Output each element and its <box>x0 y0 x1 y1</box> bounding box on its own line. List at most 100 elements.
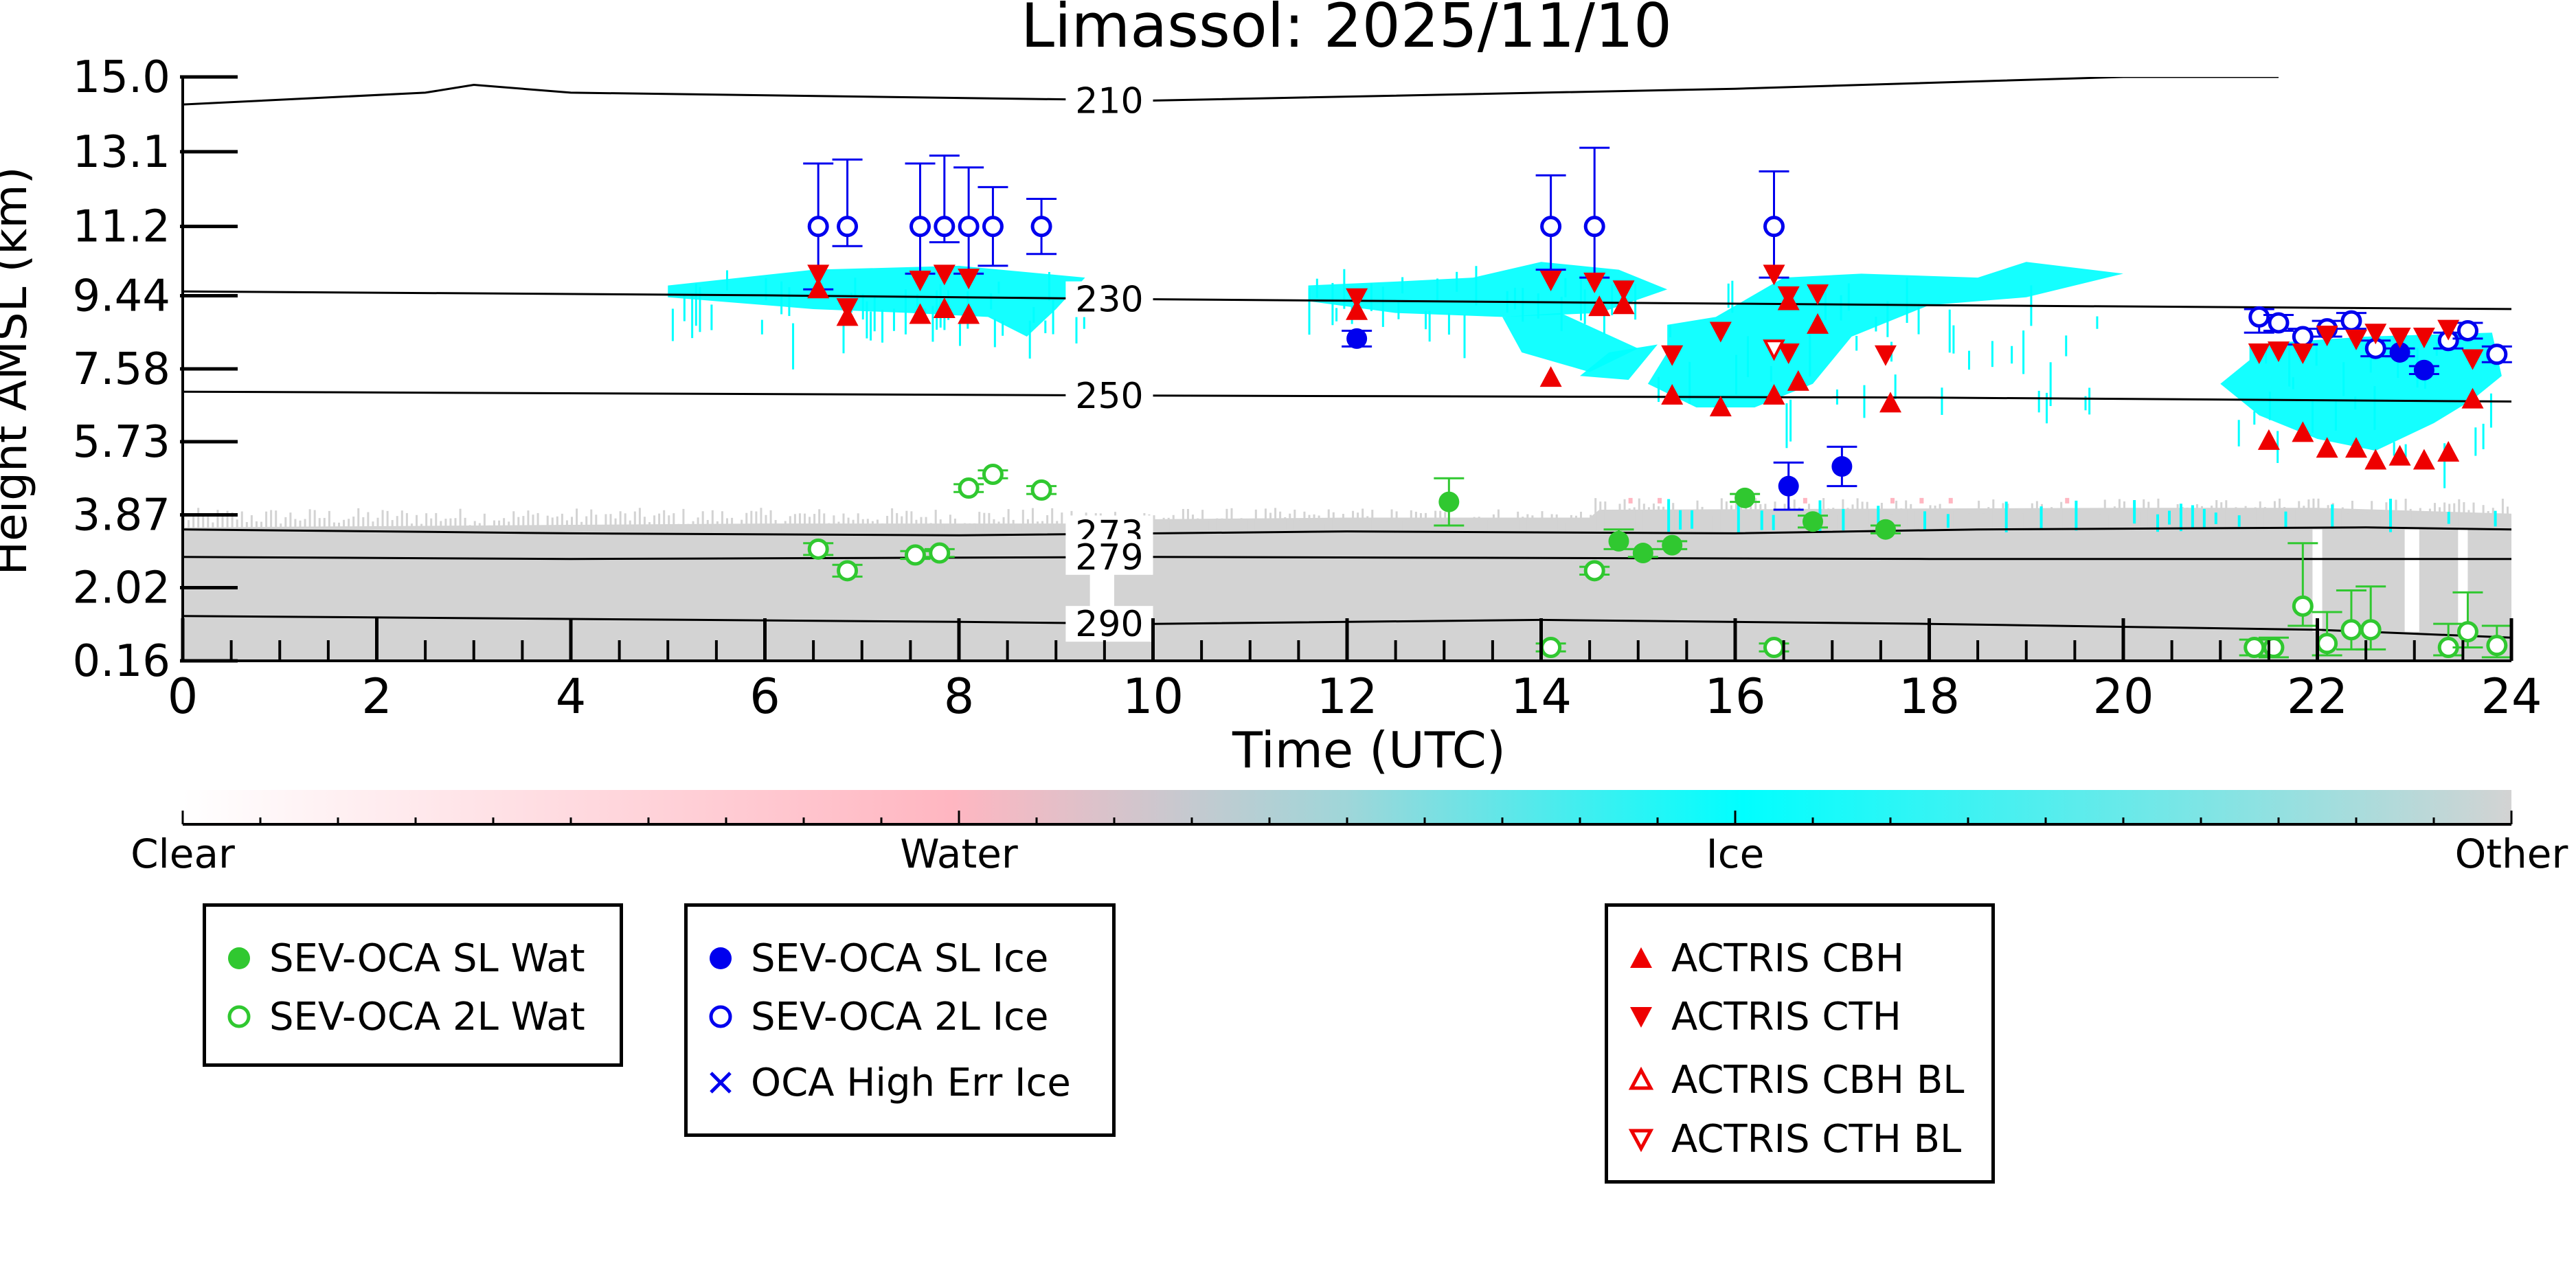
isotherm-label: 210 <box>1075 80 1143 122</box>
other-speckle <box>920 517 923 532</box>
other-speckle <box>410 523 413 532</box>
other-speckle <box>1682 510 1684 532</box>
ice-texture <box>683 293 686 321</box>
x-tick-label: 24 <box>2481 668 2542 725</box>
other-speckle <box>2108 514 2111 532</box>
other-speckle <box>1652 503 1655 532</box>
other-speckle <box>969 523 971 532</box>
other-speckle <box>2298 501 2301 532</box>
other-speckle <box>866 519 869 532</box>
other-speckle <box>1604 501 1607 532</box>
ice-texture <box>993 318 996 348</box>
isotherm-line <box>183 77 2279 106</box>
ice-streak <box>2156 514 2160 532</box>
sev-oca-2l-wat-point <box>2316 633 2338 655</box>
other-speckle <box>1206 521 1209 532</box>
other-speckle <box>2395 499 2397 532</box>
other-speckle <box>1026 519 1029 532</box>
other-speckle <box>1390 509 1393 532</box>
x-tick-label: 10 <box>1122 668 1184 725</box>
isotherm-label-bg <box>1065 606 1153 642</box>
legend-label: SEV-OCA 2L Wat <box>269 994 585 1039</box>
actris-cbh-point <box>2316 437 2338 458</box>
other-speckle <box>454 518 457 532</box>
other-speckle <box>449 518 452 532</box>
ice-texture <box>1335 308 1338 321</box>
other-speckle <box>546 515 549 532</box>
other-speckle <box>1750 501 1752 532</box>
ice-texture <box>959 321 961 346</box>
actris-cth-point <box>2364 324 2387 345</box>
x-tick-label: 6 <box>749 668 780 725</box>
other-speckle <box>682 508 685 532</box>
ice-texture <box>1809 332 1811 377</box>
other-speckle <box>765 515 767 532</box>
other-speckle <box>638 508 641 532</box>
other-speckle <box>1618 504 1621 532</box>
other-speckle <box>207 513 210 532</box>
legend-item-cbh-bl: ACTRIS CBH BL <box>1608 1052 1964 1107</box>
other-speckle <box>944 525 947 532</box>
other-speckle <box>2099 515 2101 532</box>
isotherm-label: 230 <box>1075 280 1143 321</box>
other-speckle <box>2351 500 2353 532</box>
other-speckle <box>1526 514 1529 532</box>
other-speckle <box>2113 506 2116 532</box>
other-speckle <box>1851 504 1854 532</box>
ice-texture <box>1948 309 1951 353</box>
other-speckle <box>1468 519 1471 532</box>
other-speckle <box>2317 498 2320 532</box>
other-speckle <box>1322 523 1325 532</box>
other-speckle <box>997 521 1000 532</box>
colorbar: Clear Water Ice Other <box>131 790 2568 877</box>
other-speckle <box>1182 508 1184 532</box>
sev-oca-sl-wat-point <box>1438 491 1460 512</box>
clear-gap <box>2312 529 2323 632</box>
actris-cth-point <box>1612 280 1635 302</box>
other-speckle <box>629 520 631 532</box>
other-speckle <box>1298 520 1301 532</box>
other-speckle <box>2079 508 2082 532</box>
other-speckle <box>677 523 680 532</box>
other-speckle <box>1764 504 1767 532</box>
other-speckle <box>1293 509 1296 532</box>
other-speckle <box>1905 500 1908 532</box>
sev-oca-2l-wat-point <box>807 538 829 560</box>
ice-cloud-blob <box>1580 344 1658 381</box>
y-tick-label: 2.02 <box>73 563 171 613</box>
actris-cth-point <box>2345 329 2367 350</box>
sev-oca-2l-wat-point <box>1763 637 1785 659</box>
other-speckle <box>1555 514 1558 532</box>
other-speckle <box>2206 515 2208 532</box>
ice-texture <box>1048 271 1050 301</box>
ice-texture <box>2253 411 2256 425</box>
other-speckle <box>1259 520 1262 532</box>
colorbar-label-clear: Clear <box>131 831 235 877</box>
ice-texture <box>1735 354 1737 395</box>
other-speckle <box>2443 502 2446 532</box>
sev-oca-2l-wat-point <box>2292 595 2314 617</box>
other-speckle <box>1531 515 1534 532</box>
legend-item-cbh: ACTRIS CBH <box>1608 931 1904 986</box>
other-speckle <box>1332 512 1335 532</box>
other-speckle <box>2249 510 2252 532</box>
other-speckle <box>1400 521 1403 532</box>
other-speckle <box>464 517 466 532</box>
other-speckle <box>265 511 268 532</box>
x-tick-label: 20 <box>2092 668 2154 725</box>
actris-cbh-point <box>1709 396 1732 417</box>
other-speckle <box>2089 508 2092 532</box>
sev-oca-2l-ice-point <box>934 216 956 238</box>
actris-cth-point <box>1807 284 1829 306</box>
other-speckle <box>503 518 506 532</box>
ice-texture <box>2354 396 2357 410</box>
other-speckle <box>1992 499 1995 532</box>
other-speckle <box>1430 521 1432 532</box>
ice-texture <box>1002 321 1004 336</box>
other-speckle <box>1492 514 1495 532</box>
other-speckle <box>2385 502 2388 532</box>
other-speckle <box>2070 510 2072 532</box>
other-speckle <box>1565 523 1568 532</box>
other-speckle <box>561 513 563 532</box>
actris-cth-point <box>2248 343 2270 364</box>
